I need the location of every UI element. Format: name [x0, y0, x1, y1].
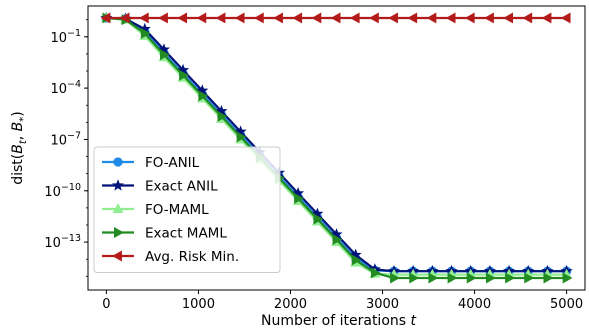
x-tick-label: 1000	[182, 297, 215, 312]
y-tick-label: 10−13	[44, 233, 81, 251]
data-point	[330, 12, 341, 24]
data-point	[560, 12, 571, 24]
x-tick-label: 0	[102, 297, 110, 312]
legend-entry: Avg. Risk Min.	[102, 249, 239, 265]
legend-entry: FO-MAML	[102, 202, 209, 218]
data-point	[485, 272, 496, 284]
legend: FO-ANIL Exact ANIL FO-MAML Exact MAML Avg. R…	[93, 146, 281, 273]
plot-frame	[87, 5, 586, 291]
legend-label: Exact ANIL	[145, 179, 218, 195]
axes-layer: 0 1000 2000 3000 4000 5000 10−13 10−10 10−7 10−4 1…	[10, 5, 586, 329]
data-point	[292, 12, 303, 24]
data-point	[464, 12, 475, 24]
data-point	[313, 213, 324, 225]
legend-entry: Exact MAML	[102, 226, 227, 242]
data-point	[179, 69, 189, 81]
data-point	[407, 12, 418, 24]
y-tick-label: 10−10	[44, 182, 81, 200]
data-point	[351, 254, 362, 266]
data-point	[236, 131, 247, 143]
legend-entry: Exact ANIL	[102, 179, 218, 195]
legend-box	[93, 146, 281, 273]
data-point	[543, 272, 554, 284]
legend-label: FO-ANIL	[145, 155, 200, 171]
data-point	[524, 272, 535, 284]
data-point	[254, 12, 264, 24]
y-tick-label: 10−7	[50, 130, 81, 148]
data-point	[388, 12, 398, 24]
data-point	[390, 272, 400, 284]
data-point	[196, 12, 207, 24]
legend-label: Exact MAML	[145, 226, 227, 242]
legend-entry: FO-ANIL	[102, 155, 200, 171]
x-axis-label: Number of iterations t	[261, 313, 417, 329]
data-point	[466, 272, 477, 284]
data-point	[234, 12, 245, 24]
x-tick-label: 4000	[458, 297, 491, 312]
data-point	[503, 12, 514, 24]
data-point	[332, 234, 343, 245]
data-point	[158, 12, 168, 24]
data-point	[140, 27, 151, 39]
legend-marker	[114, 227, 124, 238]
legend-marker	[113, 157, 123, 167]
data-point	[215, 12, 226, 24]
data-point	[311, 12, 322, 24]
data-point	[198, 90, 209, 102]
data-point	[541, 12, 552, 24]
data-point	[100, 12, 111, 24]
data-point	[370, 267, 381, 279]
data-point	[369, 12, 379, 24]
data-point	[445, 12, 456, 24]
data-point	[349, 12, 360, 24]
legend-marker	[112, 250, 122, 262]
x-tick-label: 2000	[274, 297, 307, 312]
y-tick-label: 10−1	[50, 28, 81, 46]
data-point	[562, 272, 573, 284]
data-point	[505, 272, 515, 284]
data-point	[217, 110, 228, 122]
data-point	[138, 12, 149, 24]
data-point	[159, 49, 170, 61]
data-point	[428, 272, 439, 284]
series-layer	[100, 11, 573, 284]
data-point	[426, 12, 437, 24]
legend-label: FO-MAML	[145, 202, 209, 218]
x-tick-label: 3000	[366, 297, 399, 312]
x-tick-label: 5000	[550, 297, 583, 312]
data-point	[522, 12, 533, 24]
legend-marker	[112, 203, 124, 213]
data-point	[409, 272, 419, 284]
series-avg-risk-min	[100, 12, 571, 24]
data-point	[177, 12, 188, 24]
data-point	[273, 12, 283, 24]
legend-marker	[112, 179, 124, 191]
series-exact-maml	[102, 12, 573, 284]
y-tick-label: 10−4	[50, 79, 81, 97]
data-point	[294, 193, 304, 204]
y-axis-label: dist(Bt​, B*​)	[10, 111, 29, 185]
data-point	[119, 12, 130, 24]
data-point	[484, 12, 494, 24]
legend-label: Avg. Risk Min.	[145, 249, 239, 265]
data-point	[447, 272, 458, 284]
